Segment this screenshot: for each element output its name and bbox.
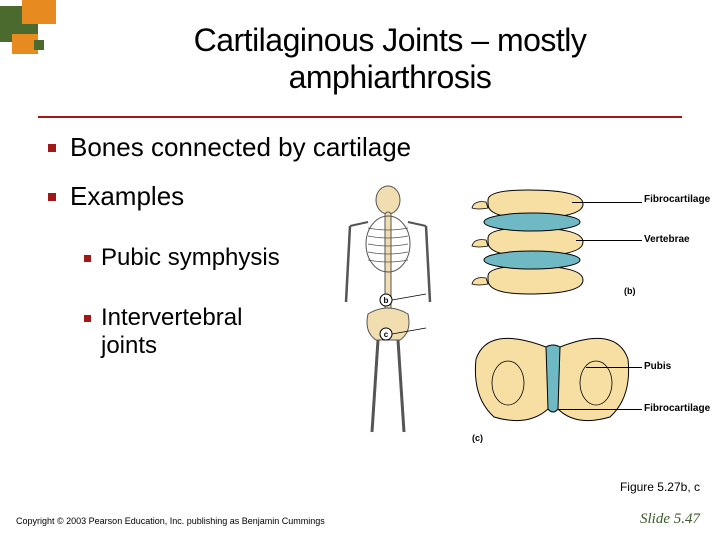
panel-c-pubis: Pubis Fibrocartilage (c): [468, 317, 698, 447]
svg-text:b: b: [384, 296, 389, 305]
bullet-icon: [48, 193, 56, 201]
bullet-text: Pubic symphysis: [101, 244, 280, 272]
leader-line: [576, 240, 642, 241]
panel-tag-c: (c): [472, 433, 483, 443]
bullet-text: Bones connected by cartilage: [70, 132, 411, 163]
label-vertebrae: Vertebrae: [644, 234, 690, 245]
figure-caption: Figure 5.27b, c: [620, 480, 700, 494]
pubis-illustration: [468, 317, 638, 447]
bullet-icon: [84, 315, 91, 322]
title-underline: [38, 116, 682, 118]
bullet-icon: [84, 255, 91, 262]
title-line-1: Cartilaginous Joints – mostly: [194, 22, 587, 58]
label-pubis: Pubis: [644, 361, 671, 372]
title-line-2: amphiarthrosis: [289, 59, 492, 95]
bullet-icon: [48, 144, 56, 152]
bullet-text: Examples: [70, 181, 184, 212]
bullet-text: Intervertebral joints: [101, 304, 301, 360]
leader-line: [558, 409, 642, 410]
slide-title: Cartilaginous Joints – mostly amphiarthr…: [100, 22, 680, 96]
copyright-text: Copyright © 2003 Pearson Education, Inc.…: [16, 516, 325, 526]
skeleton-diagram: bc: [328, 182, 448, 442]
panel-tag-b: (b): [624, 286, 636, 296]
figure-area: bc Fibrocartilage Vertebrae (b) Pubis Fi…: [328, 182, 708, 472]
label-fibrocartilage-c: Fibrocartilage: [644, 403, 710, 414]
bullet-item: Bones connected by cartilage: [48, 132, 700, 163]
corner-decoration: [0, 0, 80, 100]
label-fibrocartilage-b: Fibrocartilage: [644, 194, 710, 205]
panel-b-vertebrae: Fibrocartilage Vertebrae (b): [468, 184, 698, 304]
slide-number: Slide 5.47: [640, 511, 700, 528]
svg-text:c: c: [384, 330, 389, 339]
leader-line: [586, 367, 642, 368]
leader-line: [572, 202, 642, 203]
